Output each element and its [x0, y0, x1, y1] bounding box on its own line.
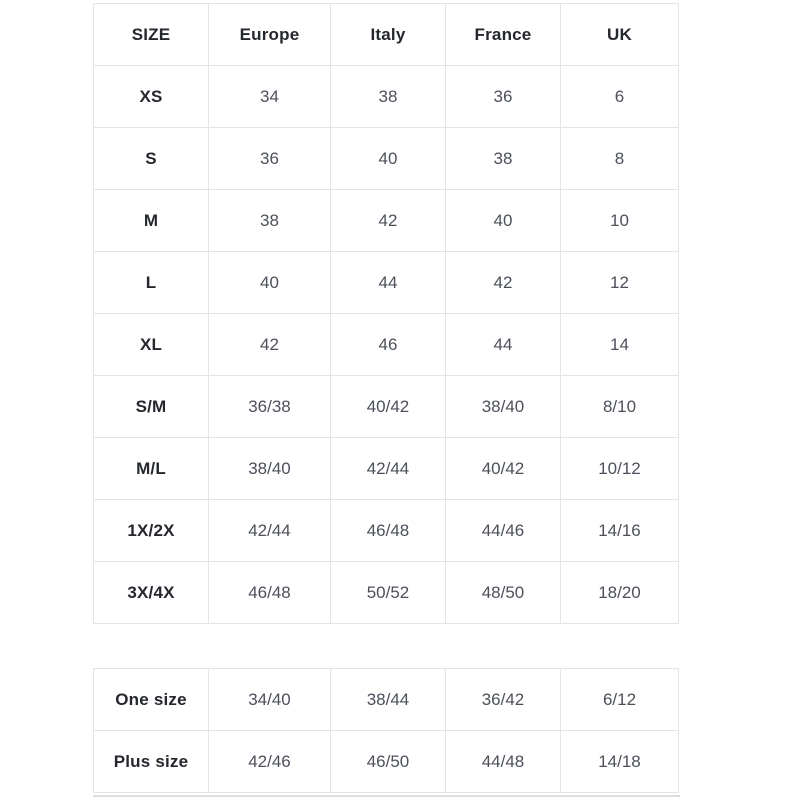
cell-france: 48/50 [445, 561, 561, 624]
cell-europe: 46/48 [208, 561, 331, 624]
cell-europe: 34 [208, 65, 331, 128]
row-label-l: L [93, 251, 209, 314]
row-label-1x-2x: 1X/2X [93, 499, 209, 562]
table-row-m-l: M/L 38/40 42/44 40/42 10/12 [93, 437, 679, 500]
row-label-xl: XL [93, 313, 209, 376]
cell-france: 42 [445, 251, 561, 314]
table-row-xl: XL 42 46 44 14 [93, 313, 679, 376]
table-row-plus-size: Plus size 42/46 46/50 44/48 14/18 [93, 730, 679, 793]
special-size-table: One size 34/40 38/44 36/42 6/12 Plus siz… [93, 668, 679, 793]
cell-italy: 42/44 [330, 437, 446, 500]
cell-france: 36 [445, 65, 561, 128]
cell-france: 44/48 [445, 730, 561, 793]
table-row-s: S 36 40 38 8 [93, 127, 679, 190]
col-header-france: France [445, 3, 561, 66]
cell-europe: 42/44 [208, 499, 331, 562]
col-header-uk: UK [560, 3, 679, 66]
bottom-divider [93, 795, 680, 797]
cell-uk: 18/20 [560, 561, 679, 624]
row-label-m: M [93, 189, 209, 252]
cell-europe: 34/40 [208, 668, 331, 731]
cell-europe: 36/38 [208, 375, 331, 438]
cell-europe: 38 [208, 189, 331, 252]
cell-uk: 10 [560, 189, 679, 252]
cell-uk: 8 [560, 127, 679, 190]
cell-europe: 42 [208, 313, 331, 376]
cell-italy: 50/52 [330, 561, 446, 624]
cell-italy: 42 [330, 189, 446, 252]
row-label-s-m: S/M [93, 375, 209, 438]
cell-italy: 38 [330, 65, 446, 128]
table-row-l: L 40 44 42 12 [93, 251, 679, 314]
cell-france: 40/42 [445, 437, 561, 500]
cell-uk: 14/18 [560, 730, 679, 793]
cell-europe: 40 [208, 251, 331, 314]
col-header-italy: Italy [330, 3, 446, 66]
cell-uk: 6 [560, 65, 679, 128]
cell-uk: 14/16 [560, 499, 679, 562]
row-label-m-l: M/L [93, 437, 209, 500]
cell-italy: 40 [330, 127, 446, 190]
cell-europe: 42/46 [208, 730, 331, 793]
cell-uk: 8/10 [560, 375, 679, 438]
cell-france: 44 [445, 313, 561, 376]
cell-italy: 38/44 [330, 668, 446, 731]
size-conversion-table: SIZE Europe Italy France UK XS 34 38 36 … [93, 3, 679, 624]
cell-france: 40 [445, 189, 561, 252]
table-row-s-m: S/M 36/38 40/42 38/40 8/10 [93, 375, 679, 438]
cell-italy: 46/48 [330, 499, 446, 562]
table-row-one-size: One size 34/40 38/44 36/42 6/12 [93, 668, 679, 731]
cell-uk: 14 [560, 313, 679, 376]
cell-france: 38 [445, 127, 561, 190]
row-label-s: S [93, 127, 209, 190]
row-label-plus-size: Plus size [93, 730, 209, 793]
header-row: SIZE Europe Italy France UK [93, 3, 679, 66]
cell-europe: 38/40 [208, 437, 331, 500]
cell-france: 44/46 [445, 499, 561, 562]
cell-italy: 46/50 [330, 730, 446, 793]
table-row-3x-4x: 3X/4X 46/48 50/52 48/50 18/20 [93, 561, 679, 624]
table-row-1x-2x: 1X/2X 42/44 46/48 44/46 14/16 [93, 499, 679, 562]
col-header-size: SIZE [93, 3, 209, 66]
row-label-one-size: One size [93, 668, 209, 731]
cell-uk: 12 [560, 251, 679, 314]
col-header-europe: Europe [208, 3, 331, 66]
cell-uk: 6/12 [560, 668, 679, 731]
cell-italy: 40/42 [330, 375, 446, 438]
cell-france: 38/40 [445, 375, 561, 438]
row-label-3x-4x: 3X/4X [93, 561, 209, 624]
row-label-xs: XS [93, 65, 209, 128]
cell-europe: 36 [208, 127, 331, 190]
cell-france: 36/42 [445, 668, 561, 731]
cell-italy: 46 [330, 313, 446, 376]
cell-uk: 10/12 [560, 437, 679, 500]
table-row-m: M 38 42 40 10 [93, 189, 679, 252]
cell-italy: 44 [330, 251, 446, 314]
table-row-xs: XS 34 38 36 6 [93, 65, 679, 128]
